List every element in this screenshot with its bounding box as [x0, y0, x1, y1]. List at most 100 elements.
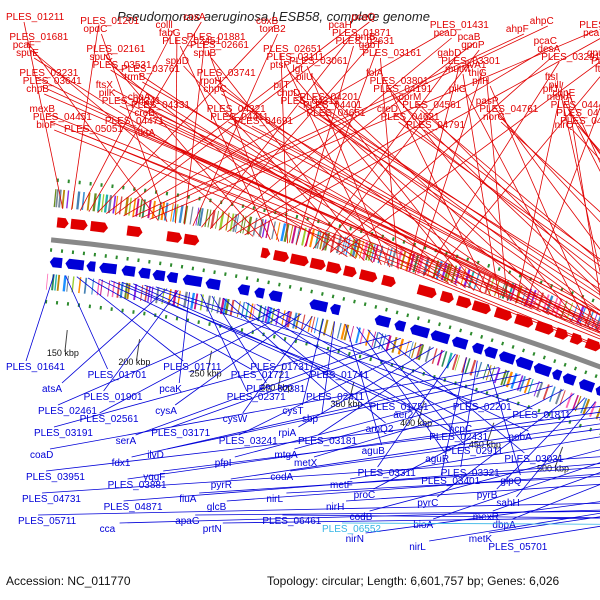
leader-line-reverse [127, 411, 600, 480]
scale-label: 150 kbp [47, 348, 79, 358]
gene-label-reverse: metX [294, 458, 318, 469]
leader-line-forward [149, 29, 598, 220]
gene-label-forward: PLES_04411 [210, 112, 269, 123]
gene-label-forward: opdC [83, 24, 107, 35]
gene-label-forward: oprM [399, 92, 422, 103]
leader-line-reverse [508, 525, 600, 542]
gene-label-reverse: PLES_02561 [80, 414, 139, 425]
gene-label-forward: PLES_04451 [33, 112, 92, 123]
leader-line-reverse [378, 332, 525, 454]
gene-label-forward: bioF [36, 120, 55, 131]
gene-label-forward: pcaH [329, 20, 352, 31]
leader-line-forward [50, 121, 600, 340]
gene-label-reverse: dbpA [492, 520, 516, 531]
gene-label-forward: PLES_04981 [560, 116, 600, 127]
gene-label-reverse: PLES_04731 [22, 494, 81, 505]
leader-line-reverse [238, 344, 423, 436]
scale-label: 500 kbp [537, 464, 569, 474]
gene-label-forward: tktA [138, 128, 156, 139]
gene-label-reverse: PLES_06552 [322, 524, 381, 535]
gene-label-reverse: nirL [266, 494, 283, 505]
leader-line-reverse [195, 511, 600, 516]
leader-line-reverse [99, 278, 271, 362]
gene-label-forward: PLES_01211 [6, 12, 65, 23]
gene-label-forward: PLES_04191 [373, 84, 432, 95]
leader-line-forward [280, 53, 288, 244]
gene-label-reverse: PLES_03171 [151, 428, 210, 439]
gene-label-forward: pcaQ [351, 12, 375, 23]
gene-label-forward: PLES_01431 [430, 20, 489, 31]
leader-line-reverse [144, 284, 473, 402]
leader-line-forward [227, 41, 476, 233]
gene-label-reverse: sbp [302, 414, 319, 425]
leader-line-forward [228, 121, 600, 315]
leader-line-forward [119, 105, 600, 327]
gene-label-reverse: mexR [473, 512, 499, 523]
gene-label-forward: PLES_03291 [541, 52, 600, 63]
gene-label-forward: ptsP [270, 60, 290, 71]
gene-label-forward: PLES_04441 [551, 100, 600, 111]
gene-label-forward: fabG [159, 28, 181, 39]
leader-line-reverse [460, 360, 478, 468]
leader-line-forward [122, 125, 600, 333]
gene-label-forward: PLES_04741 [556, 108, 600, 119]
leader-line-reverse [103, 290, 179, 392]
leader-line-reverse [65, 275, 108, 370]
gene-label-reverse: ilvD [147, 450, 164, 461]
leader-line-reverse [256, 304, 469, 424]
gene-label-reverse: PLES_01741 [310, 370, 369, 381]
gene-label-forward: desA [537, 44, 560, 55]
leader-line-forward [155, 137, 600, 337]
leader-line-forward [466, 93, 591, 330]
scale-tick [64, 329, 68, 352]
leader-line-reverse [37, 502, 600, 516]
leader-line-forward [132, 33, 525, 218]
gene-label-forward: PLES_02161 [86, 44, 145, 55]
gene-label-forward: mexA [547, 92, 573, 103]
leader-line-forward [152, 117, 600, 327]
gene-label-forward: ftsI [545, 72, 558, 83]
leader-line-forward [123, 29, 449, 217]
gene-label-forward: PLES_03061 [289, 56, 348, 67]
leader-line-reverse [61, 288, 168, 384]
leader-line-reverse [230, 423, 600, 480]
gene-label-forward: spuB [193, 48, 216, 59]
gene-label-forward: PLES_01881 [187, 32, 246, 43]
leader-line-reverse [302, 318, 324, 406]
scale-tick [207, 350, 213, 373]
gene-label-reverse: hcpC [449, 424, 472, 435]
leader-line-forward [394, 113, 600, 275]
gene-label-reverse: metF [330, 480, 353, 491]
leader-line-forward [420, 109, 600, 262]
gene-label-forward: PLES_03251 [591, 56, 600, 67]
leader-line-reverse [222, 517, 600, 524]
gene-label-reverse: PLES_02461 [38, 406, 97, 417]
gene-label-reverse: cysA [155, 406, 177, 417]
gene-label-forward: PLES_01871 [332, 28, 391, 39]
leader-line-reverse [436, 393, 575, 498]
genome-backbone [50, 237, 600, 370]
gene-label-forward: PLES_03531 [93, 60, 152, 71]
gene-label-forward: PLES_03741 [197, 68, 256, 79]
gene-label-forward: pcaB [458, 32, 481, 43]
leader-line-forward [88, 21, 202, 212]
leader-line-forward [211, 57, 374, 264]
gene-label-forward: PLES_01891 [579, 20, 600, 31]
leader-line-reverse [496, 397, 586, 490]
gene-label-forward: spuE [16, 48, 39, 59]
gene-label-reverse: PLES_01711 [163, 362, 222, 373]
leader-line-reverse [171, 340, 412, 428]
gene-label-forward: PLES_02451 [162, 36, 221, 47]
gene-label-forward: PLES_05051 [64, 124, 123, 135]
gene-label-forward: mexB [30, 104, 56, 115]
leader-line-forward [79, 29, 174, 211]
gene-label-reverse: prtN [203, 524, 222, 535]
gene-label-reverse: pyrC [417, 498, 438, 509]
gene-label-forward: PLES_04471 [105, 116, 164, 127]
leader-line-reverse [119, 509, 600, 524]
leader-line-forward [317, 101, 600, 311]
gene-label-reverse: cca [100, 524, 116, 535]
gene-label-reverse: PLES_06461 [262, 516, 321, 527]
gene-label-reverse: sahH [496, 498, 519, 509]
